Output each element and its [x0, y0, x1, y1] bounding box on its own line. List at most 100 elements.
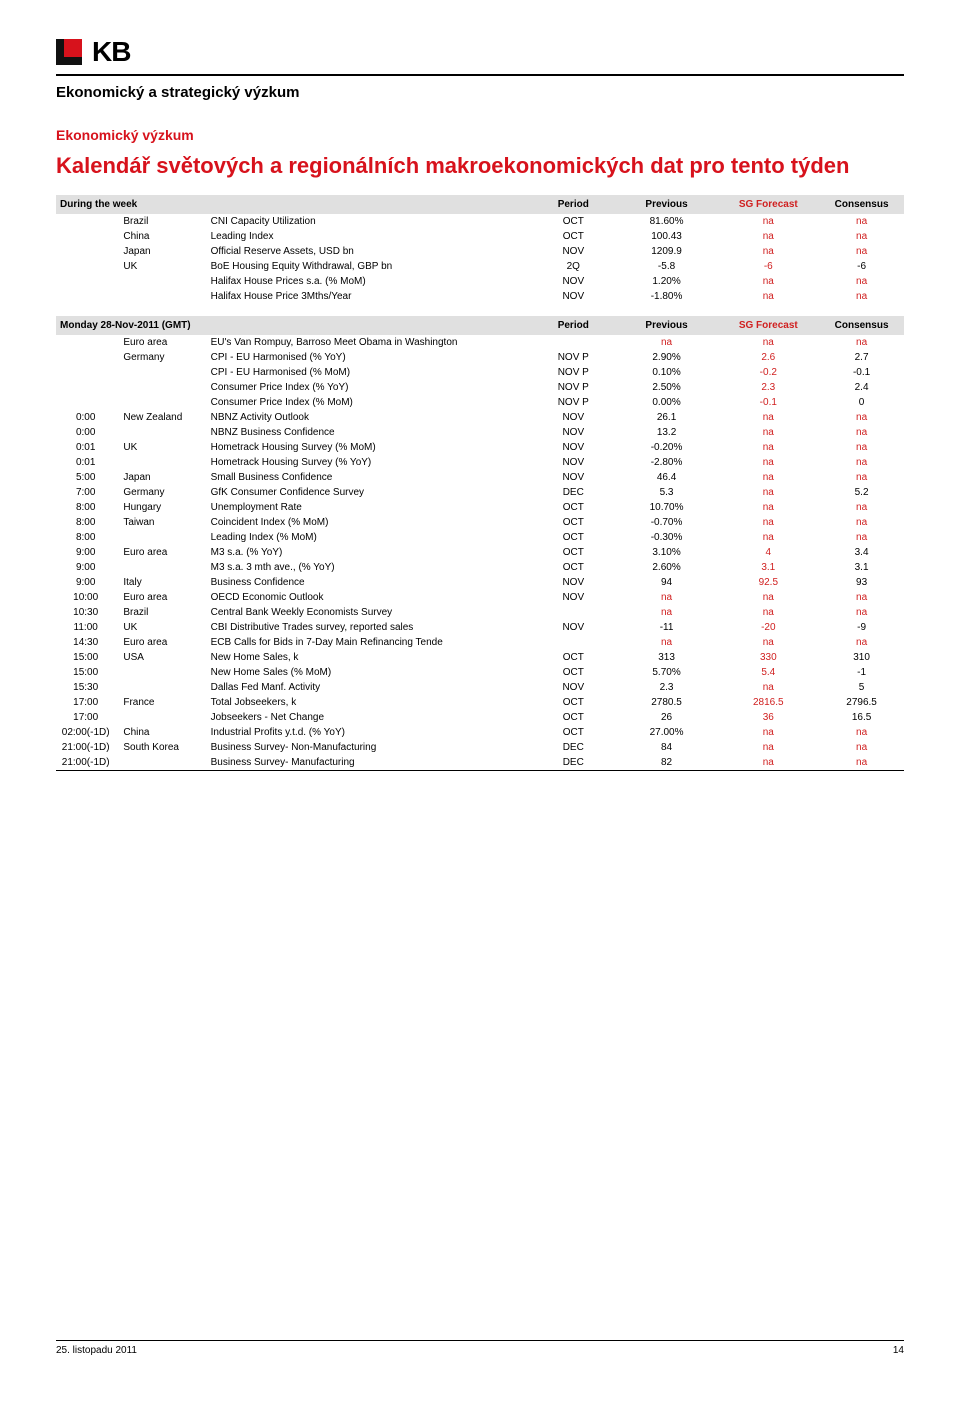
cell-region: Japan	[115, 244, 208, 259]
cell-time: 21:00(-1D)	[56, 755, 115, 771]
cell-ind: NBNZ Business Confidence	[209, 425, 531, 440]
cell-sg: 330	[717, 650, 819, 665]
cell-sg: -20	[717, 620, 819, 635]
kb-logo-text: KB	[92, 36, 130, 68]
page-footer: 25. listopadu 2011 14	[56, 1340, 904, 1356]
cell-time: 8:00	[56, 530, 115, 545]
cell-cons: 2.7	[819, 350, 904, 365]
cell-cons: 5	[819, 680, 904, 695]
cell-region: Germany	[115, 485, 208, 500]
cell-ind: Industrial Profits y.t.d. (% YoY)	[209, 725, 531, 740]
cell-cons: na	[819, 410, 904, 425]
table-row: 21:00(-1D)South KoreaBusiness Survey- No…	[56, 740, 904, 755]
cell-region: Euro area	[115, 635, 208, 650]
cell-prev: 0.00%	[616, 395, 718, 410]
cell-sg: na	[717, 425, 819, 440]
col-consensus: Consensus	[819, 195, 904, 214]
cell-per: NOV	[531, 620, 616, 635]
cell-ind: Hometrack Housing Survey (% MoM)	[209, 440, 531, 455]
col-previous: Previous	[616, 195, 718, 214]
cell-time: 14:30	[56, 635, 115, 650]
cell-ind: Business Confidence	[209, 575, 531, 590]
cell-per: OCT	[531, 545, 616, 560]
cell-ind: Coincident Index (% MoM)	[209, 515, 531, 530]
cell-cons: na	[819, 605, 904, 620]
cell-per: NOV P	[531, 395, 616, 410]
cell-ind: Business Survey- Non-Manufacturing	[209, 740, 531, 755]
cell-sg: 92.5	[717, 575, 819, 590]
cell-time	[56, 395, 115, 410]
cell-prev: -2.80%	[616, 455, 718, 470]
table-row: 14:30Euro areaECB Calls for Bids in 7-Da…	[56, 635, 904, 650]
cell-region: USA	[115, 650, 208, 665]
cell-region	[115, 665, 208, 680]
cell-ind: Hometrack Housing Survey (% YoY)	[209, 455, 531, 470]
cell-sg: -0.2	[717, 365, 819, 380]
cell-ind: CNI Capacity Utilization	[209, 214, 531, 229]
cell-time	[56, 365, 115, 380]
table-row: 15:00USANew Home Sales, kOCT313330310	[56, 650, 904, 665]
cell-ind: CPI - EU Harmonised (% MoM)	[209, 365, 531, 380]
cell-ind: Business Survey- Manufacturing	[209, 755, 531, 771]
cell-sg: na	[717, 470, 819, 485]
cell-cons: na	[819, 740, 904, 755]
cell-ind: Leading Index	[209, 229, 531, 244]
cell-prev: 13.2	[616, 425, 718, 440]
cell-prev: -5.8	[616, 259, 718, 274]
cell-region	[115, 395, 208, 410]
cell-ind: M3 s.a. 3 mth ave., (% YoY)	[209, 560, 531, 575]
table-row: Halifax House Prices s.a. (% MoM)NOV1.20…	[56, 274, 904, 289]
cell-region: Italy	[115, 575, 208, 590]
table-row: 15:30Dallas Fed Manf. ActivityNOV2.3na5	[56, 680, 904, 695]
table-row: 11:00UKCBI Distributive Trades survey, r…	[56, 620, 904, 635]
cell-prev: -0.20%	[616, 440, 718, 455]
cell-sg: na	[717, 289, 819, 304]
cell-ind: CPI - EU Harmonised (% YoY)	[209, 350, 531, 365]
table-row: Consumer Price Index (% YoY)NOV P2.50%2.…	[56, 380, 904, 395]
cell-cons: -0.1	[819, 365, 904, 380]
cell-sg: 36	[717, 710, 819, 725]
cell-ind: Leading Index (% MoM)	[209, 530, 531, 545]
footer-date: 25. listopadu 2011	[56, 1345, 137, 1356]
cell-time	[56, 259, 115, 274]
cell-region	[115, 560, 208, 575]
cell-time	[56, 214, 115, 229]
cell-sg: 2.6	[717, 350, 819, 365]
cell-region	[115, 380, 208, 395]
table-row: 17:00FranceTotal Jobseekers, kOCT2780.52…	[56, 695, 904, 710]
col-sg-forecast: SG Forecast	[717, 195, 819, 214]
col-period-2: Period	[531, 316, 616, 335]
cell-per: NOV	[531, 575, 616, 590]
cell-cons: na	[819, 440, 904, 455]
table-row: 9:00ItalyBusiness ConfidenceNOV9492.593	[56, 575, 904, 590]
cell-per: OCT	[531, 725, 616, 740]
cell-per: NOV P	[531, 350, 616, 365]
cell-cons: 2.4	[819, 380, 904, 395]
cell-time	[56, 380, 115, 395]
cell-ind: New Home Sales (% MoM)	[209, 665, 531, 680]
cell-region: Hungary	[115, 500, 208, 515]
cell-per: OCT	[531, 500, 616, 515]
cell-cons: 3.4	[819, 545, 904, 560]
cell-per: NOV	[531, 455, 616, 470]
cell-ind: Total Jobseekers, k	[209, 695, 531, 710]
footer-rule	[56, 1340, 904, 1341]
cell-cons: na	[819, 590, 904, 605]
cell-per: NOV	[531, 410, 616, 425]
cell-prev: na	[616, 635, 718, 650]
cell-sg: na	[717, 605, 819, 620]
cell-per: DEC	[531, 755, 616, 771]
col-period: Period	[531, 195, 616, 214]
cell-sg: na	[717, 590, 819, 605]
cell-region: Taiwan	[115, 515, 208, 530]
table-row: 21:00(-1D) Business Survey- Manufacturing…	[56, 755, 904, 771]
cell-region: Brazil	[115, 605, 208, 620]
cell-cons: -1	[819, 665, 904, 680]
table-row: 0:01Hometrack Housing Survey (% YoY)NOV-…	[56, 455, 904, 470]
cell-per: DEC	[531, 485, 616, 500]
cell-prev: na	[616, 605, 718, 620]
cell-region: Germany	[115, 350, 208, 365]
cell-ind: Unemployment Rate	[209, 500, 531, 515]
cell-prev: na	[616, 335, 718, 350]
cell-sg: na	[717, 410, 819, 425]
